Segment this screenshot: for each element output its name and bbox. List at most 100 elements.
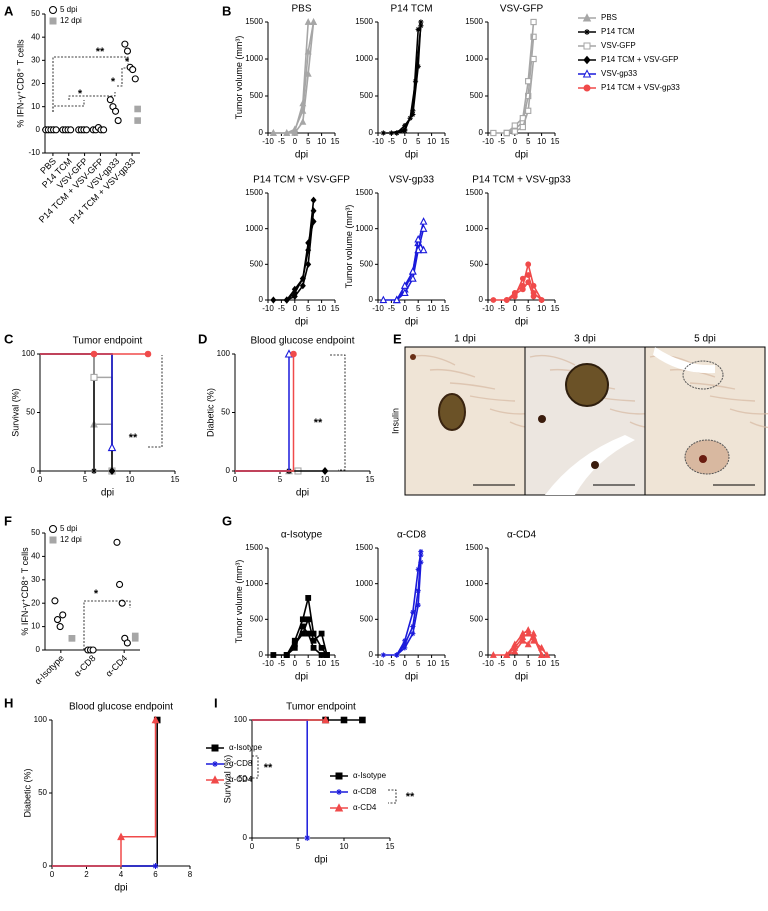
y-tick-label: 1000 bbox=[465, 224, 483, 233]
image-title: 1 dpi bbox=[454, 334, 476, 345]
marker bbox=[270, 652, 277, 658]
islet bbox=[684, 439, 730, 475]
y-tick-label: 0 bbox=[243, 833, 248, 842]
chart-title: α-CD8 bbox=[397, 530, 427, 541]
marker bbox=[305, 260, 312, 268]
y-tick-label: 0 bbox=[259, 128, 264, 137]
marker bbox=[310, 217, 317, 226]
marker bbox=[388, 130, 394, 136]
x-axis-label: dpi bbox=[296, 488, 309, 499]
legend-marker bbox=[49, 525, 57, 533]
marker bbox=[89, 646, 97, 654]
tissue-texture bbox=[729, 408, 768, 415]
x-tick-label: 15 bbox=[551, 137, 560, 146]
x-tick-label: -10 bbox=[262, 304, 274, 313]
marker bbox=[144, 350, 152, 358]
y-tick-label: 40 bbox=[31, 32, 40, 41]
marker bbox=[291, 644, 298, 651]
legend-label: α-Isotype bbox=[353, 771, 387, 780]
significance-bracket bbox=[68, 92, 116, 100]
tissue-texture bbox=[529, 354, 576, 366]
marker bbox=[134, 105, 141, 113]
x-tick-label: 10 bbox=[427, 137, 436, 146]
y-tick-label: 0 bbox=[36, 125, 41, 134]
marker bbox=[538, 651, 546, 658]
x-tick-label: -5 bbox=[498, 659, 506, 668]
x-axis-label: dpi bbox=[405, 672, 418, 683]
y-tick-label: 0 bbox=[479, 650, 484, 659]
legend-marker bbox=[583, 55, 591, 65]
y-tick-label: 500 bbox=[470, 259, 484, 268]
y-tick-label: 1500 bbox=[355, 17, 373, 26]
marker bbox=[310, 207, 317, 215]
tissue-texture bbox=[709, 395, 756, 402]
marker bbox=[519, 636, 527, 644]
legend-marker bbox=[49, 17, 57, 25]
stain bbox=[410, 354, 416, 360]
legend-label: P14 TCM bbox=[601, 27, 635, 36]
significance: ** bbox=[264, 762, 273, 774]
marker bbox=[380, 130, 386, 136]
y-tick-label: 40 bbox=[31, 552, 40, 561]
legend-label: 5 dpi bbox=[60, 5, 78, 14]
marker bbox=[318, 630, 325, 637]
legend-marker bbox=[583, 42, 591, 50]
y-tick-label: 500 bbox=[250, 259, 264, 268]
x-tick-label: -10 bbox=[262, 659, 274, 668]
x-tick-label: 0 bbox=[38, 475, 43, 484]
marker bbox=[52, 126, 60, 134]
y-tick-label: 100 bbox=[234, 715, 248, 724]
significance: * bbox=[78, 88, 83, 100]
survival-curve bbox=[235, 354, 295, 472]
x-tick-label: 5 bbox=[416, 137, 421, 146]
panel-letter: A bbox=[4, 3, 14, 18]
x-tick-label: 10 bbox=[340, 842, 349, 851]
marker bbox=[117, 832, 125, 841]
y-tick-label: 0 bbox=[369, 128, 374, 137]
x-tick-label: 0 bbox=[513, 137, 518, 146]
y-tick-label: -10 bbox=[28, 148, 40, 157]
x-tick-label: 0 bbox=[293, 659, 298, 668]
marker bbox=[525, 279, 532, 286]
marker bbox=[525, 107, 532, 114]
legend-marker bbox=[210, 775, 220, 784]
legend-marker bbox=[211, 744, 219, 752]
significance-bracket bbox=[52, 56, 129, 112]
x-axis-label: dpi bbox=[295, 317, 308, 328]
x-tick-label: 15 bbox=[331, 137, 340, 146]
islet bbox=[682, 360, 724, 390]
legend-label: α-CD4 bbox=[353, 803, 377, 812]
marker bbox=[419, 245, 428, 254]
x-tick-label: 5 bbox=[526, 659, 531, 668]
marker bbox=[299, 282, 306, 290]
legend-marker bbox=[336, 789, 342, 795]
legend-label: VSV-gp33 bbox=[601, 69, 638, 78]
x-tick-label: 15 bbox=[551, 304, 560, 313]
marker bbox=[503, 297, 510, 303]
legend-label: 12 dpi bbox=[60, 535, 82, 544]
image-title: 5 dpi bbox=[694, 334, 716, 345]
y-tick-label: 500 bbox=[360, 259, 374, 268]
marker bbox=[525, 272, 532, 278]
marker bbox=[305, 595, 312, 601]
y-tick-label: 1500 bbox=[465, 543, 483, 552]
chart-title: α-Isotype bbox=[281, 530, 323, 541]
marker bbox=[114, 117, 122, 125]
legend-label: α-CD4 bbox=[229, 775, 253, 784]
marker bbox=[490, 129, 497, 137]
y-tick-label: 0 bbox=[369, 650, 374, 659]
legend-marker bbox=[49, 6, 57, 14]
x-tick-label: 15 bbox=[441, 137, 450, 146]
chart-title: α-CD4 bbox=[507, 530, 537, 541]
survival-curve bbox=[40, 353, 113, 471]
marker bbox=[51, 597, 59, 605]
x-tick-label: 0 bbox=[233, 475, 238, 484]
x-tick-label: -10 bbox=[482, 659, 494, 668]
y-tick-label: 0 bbox=[369, 295, 374, 304]
marker bbox=[151, 715, 160, 724]
survival-curve bbox=[40, 353, 113, 471]
white-space bbox=[545, 435, 635, 495]
y-tick-label: 50 bbox=[238, 774, 247, 783]
marker bbox=[525, 261, 532, 268]
chart-title: PBS bbox=[291, 4, 311, 15]
